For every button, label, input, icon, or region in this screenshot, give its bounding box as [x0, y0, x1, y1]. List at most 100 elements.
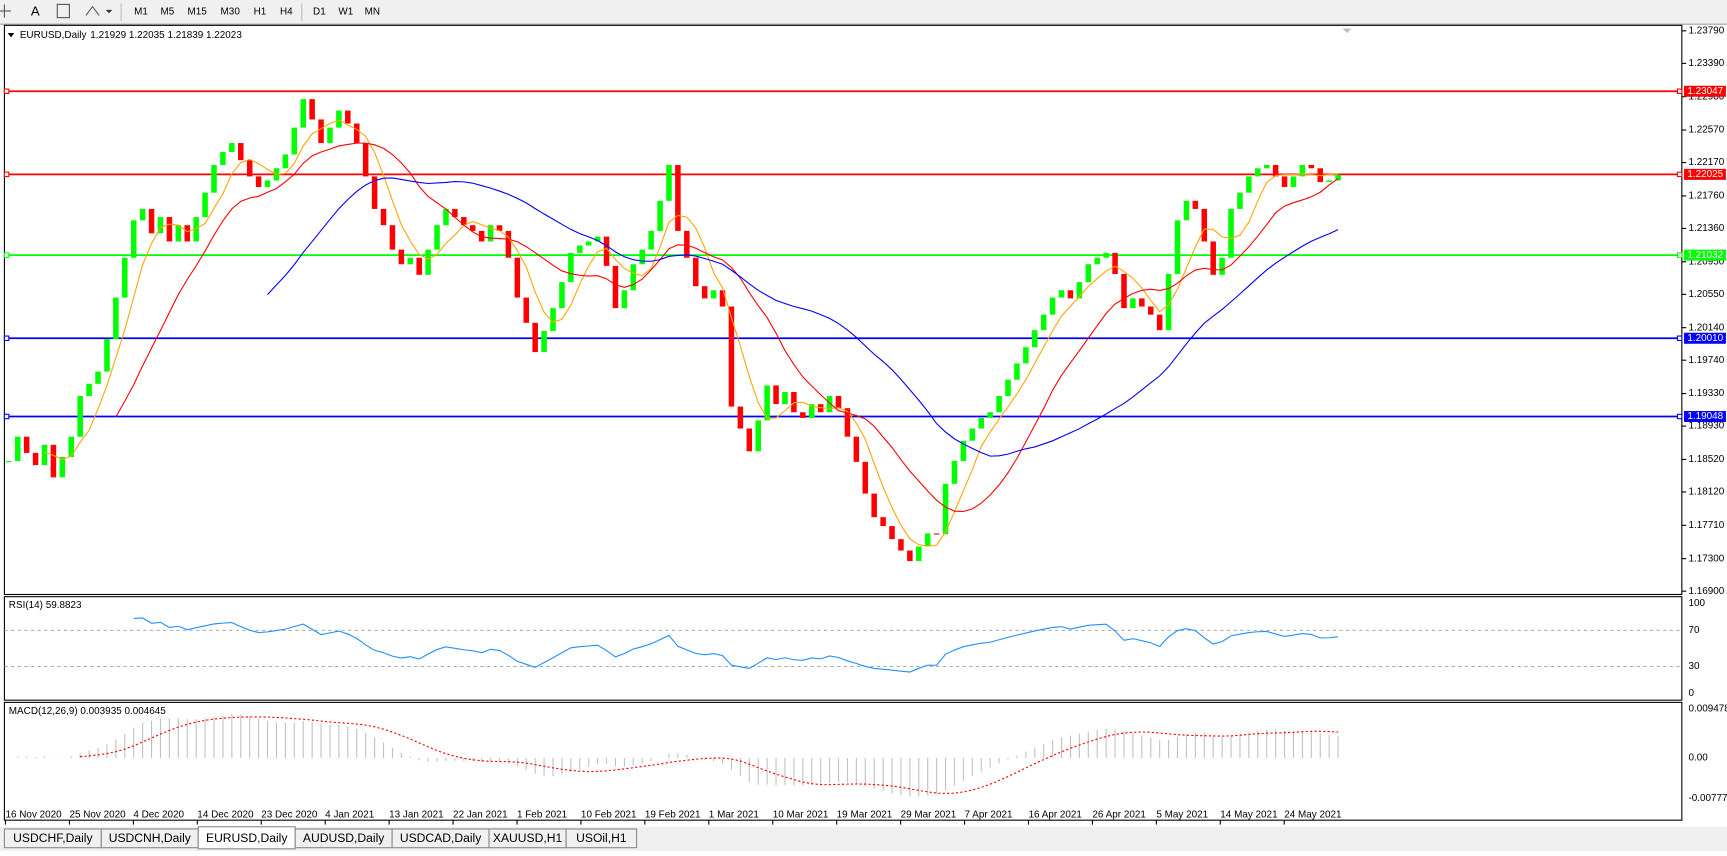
y-tick-label: 1.20550	[1688, 289, 1724, 300]
candle	[246, 160, 253, 177]
timeframe-button[interactable]: M1	[134, 7, 148, 18]
x-tick-label: 19 Mar 2021	[837, 809, 893, 820]
candle	[229, 143, 235, 153]
tab-label[interactable]: USDCNH,Daily	[109, 831, 192, 845]
candle	[594, 236, 601, 242]
candle	[95, 371, 101, 384]
level-label-box	[1684, 85, 1726, 97]
crosshair-icon[interactable]	[0, 4, 12, 18]
candle	[139, 208, 146, 221]
candle	[487, 225, 494, 242]
level-label: 1.23047	[1687, 86, 1723, 97]
candle	[924, 533, 931, 547]
y-tick-label: 1.23390	[1688, 58, 1724, 69]
collapse-arrow[interactable]	[7, 33, 15, 38]
timeframe-button[interactable]: D1	[313, 7, 326, 18]
shapes-icon[interactable]	[85, 5, 113, 16]
tab-label[interactable]: USDCAD,Daily	[400, 831, 482, 845]
timeframe-button[interactable]: M15	[188, 7, 208, 18]
candle	[50, 444, 57, 478]
candle	[773, 385, 779, 405]
candle	[434, 225, 440, 250]
timeframe-button[interactable]: W1	[338, 7, 353, 18]
candle	[942, 483, 949, 535]
candle	[1094, 257, 1100, 265]
candle	[469, 225, 476, 231]
timeframe-button[interactable]: M30	[221, 7, 241, 18]
x-tick-label: 24 May 2021	[1284, 809, 1342, 820]
candle	[130, 220, 137, 258]
level-label-box	[1684, 410, 1726, 422]
candle	[630, 264, 637, 291]
candle	[987, 412, 993, 418]
candle	[505, 230, 512, 258]
candle	[550, 308, 556, 331]
candle	[764, 385, 770, 421]
candle	[407, 257, 414, 265]
candle	[59, 456, 66, 478]
candle	[1023, 347, 1029, 364]
tab-label[interactable]: USOil,H1	[576, 831, 627, 845]
x-tick-label: 16 Nov 2020	[6, 809, 63, 820]
candle	[1219, 257, 1225, 275]
timeframe-button[interactable]: MN	[365, 7, 380, 18]
candle	[657, 200, 663, 231]
y-tick-label: 1.21360	[1688, 223, 1724, 234]
rsi-title: RSI(14) 59.8823	[9, 600, 82, 611]
candle	[23, 436, 30, 453]
candle	[1210, 241, 1216, 275]
level-handle[interactable]	[1676, 88, 1683, 95]
candle	[871, 493, 877, 518]
tab-label[interactable]: EURUSD,Daily	[206, 831, 288, 845]
level-handle[interactable]	[3, 335, 10, 342]
level-handle[interactable]	[3, 171, 10, 178]
candle	[835, 395, 842, 409]
candle	[443, 208, 449, 226]
level-handle[interactable]	[1676, 413, 1683, 420]
candle	[1299, 165, 1306, 177]
x-tick-label: 16 Apr 2021	[1028, 809, 1082, 820]
level-handle[interactable]	[3, 88, 10, 95]
candle	[157, 217, 164, 234]
candle	[701, 286, 708, 299]
candle	[862, 461, 869, 494]
tab-label[interactable]: USDCHF,Daily	[13, 831, 93, 845]
x-tick-label: 26 Apr 2021	[1092, 809, 1146, 820]
rsi-tick-label: 0	[1688, 688, 1694, 699]
candle	[889, 526, 895, 540]
macd-panel	[3, 701, 1683, 821]
level-handle[interactable]	[3, 413, 10, 420]
candle	[309, 99, 315, 120]
candle	[1067, 290, 1074, 299]
ohlc-header: 1.21929 1.22035 1.21839 1.22023	[90, 30, 242, 41]
candle	[255, 176, 262, 187]
timeframe-button[interactable]: H1	[254, 7, 267, 18]
toolbar	[0, 0, 1727, 25]
candle	[710, 290, 717, 299]
level-label: 1.21032	[1687, 250, 1723, 261]
level-handle[interactable]	[3, 252, 10, 258]
x-tick-label: 1 Mar 2021	[709, 809, 760, 820]
candle	[523, 297, 530, 323]
candle	[577, 245, 583, 253]
x-tick-label: 10 Feb 2021	[581, 809, 637, 820]
tab-label[interactable]: XAUUSD,H1	[493, 831, 563, 845]
timeframe-button[interactable]: M5	[161, 7, 175, 18]
tab-label[interactable]: AUDUSD,Daily	[303, 831, 385, 845]
x-tick-label: 4 Jan 2021	[325, 809, 375, 820]
candle	[1005, 379, 1011, 396]
x-tick-label: 14 Dec 2020	[197, 809, 254, 820]
tab[interactable]	[565, 828, 638, 849]
macd-tick-label: 0.00	[1688, 753, 1708, 764]
level-handle[interactable]	[1676, 171, 1683, 178]
candle	[996, 395, 1002, 413]
candle	[1255, 168, 1261, 177]
shift-marker	[1342, 28, 1352, 34]
text-label-icon[interactable]	[56, 3, 70, 19]
timeframe-button[interactable]: H4	[280, 7, 293, 18]
candle	[826, 395, 833, 413]
font-button[interactable]: A	[31, 4, 40, 19]
level-handle[interactable]	[1676, 252, 1683, 258]
candle	[808, 404, 815, 418]
level-handle[interactable]	[1676, 335, 1683, 342]
